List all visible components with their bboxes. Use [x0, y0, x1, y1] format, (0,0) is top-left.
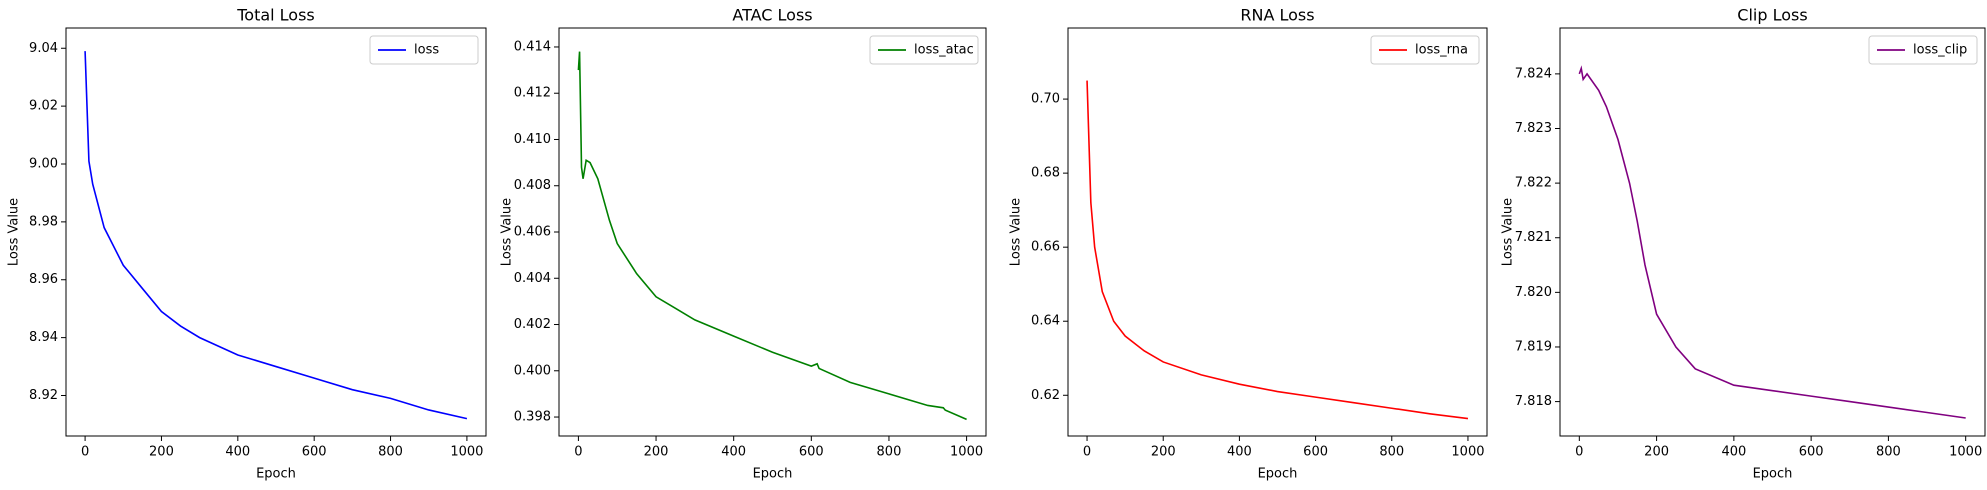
axes-frame — [558, 27, 987, 437]
data-line — [577, 51, 967, 421]
x-tick-label: 1000 — [950, 445, 983, 460]
y-tick-label: 0.400 — [514, 363, 551, 378]
x-axis-label: Epoch — [256, 467, 296, 482]
x-tick-label: 0 — [1575, 445, 1583, 460]
y-tick-label: 8.98 — [29, 214, 58, 229]
y-tick-label: 0.408 — [514, 178, 551, 193]
x-tick-label: 600 — [1303, 445, 1328, 460]
x-tick-label: 0 — [574, 445, 582, 460]
axes-frame — [1067, 27, 1488, 437]
legend-label: loss — [414, 43, 439, 58]
x-tick-label: 400 — [225, 445, 250, 460]
x-tick-label: 800 — [1379, 445, 1404, 460]
y-tick-label: 0.402 — [514, 317, 551, 332]
y-tick-label: 0.410 — [514, 132, 551, 147]
x-tick-label: 1000 — [450, 445, 483, 460]
y-tick-label: 8.92 — [29, 388, 58, 403]
y-axis-label: Loss Value — [1009, 198, 1024, 266]
x-tick-label: 400 — [1227, 445, 1252, 460]
axes-frame — [65, 27, 487, 437]
legend-label: loss_clip — [1913, 43, 1967, 58]
x-tick-label: 200 — [149, 445, 174, 460]
x-axis-label: Epoch — [1753, 467, 1793, 482]
x-tick-label: 1000 — [1451, 445, 1484, 460]
chart-title: Clip Loss — [1737, 6, 1807, 25]
chart-title: Total Loss — [236, 6, 315, 25]
y-axis-label: Loss Value — [7, 198, 22, 266]
y-tick-label: 0.406 — [514, 225, 551, 240]
y-tick-label: 0.412 — [514, 86, 551, 101]
y-tick-label: 0.404 — [514, 271, 551, 286]
x-tick-label: 600 — [302, 445, 327, 460]
legend-box — [369, 35, 479, 65]
y-tick-label: 0.414 — [514, 39, 551, 54]
y-axis-label: Loss Value — [500, 198, 515, 266]
y-tick-label: 7.820 — [1515, 285, 1552, 300]
x-axis-label: Epoch — [753, 467, 793, 482]
x-tick-label: 200 — [1151, 445, 1176, 460]
x-tick-label: 400 — [721, 445, 746, 460]
y-tick-label: 7.824 — [1515, 66, 1552, 81]
y-tick-label: 0.64 — [1031, 314, 1060, 329]
y-tick-label: 7.821 — [1515, 230, 1552, 245]
x-tick-label: 0 — [1083, 445, 1091, 460]
y-tick-label: 8.96 — [29, 272, 58, 287]
legend-box — [1370, 35, 1480, 65]
x-tick-label: 200 — [644, 445, 669, 460]
x-tick-label: 800 — [1876, 445, 1901, 460]
legend-label: loss_atac — [914, 43, 974, 58]
y-tick-label: 7.819 — [1515, 339, 1552, 354]
x-axis-label: Epoch — [1258, 467, 1298, 482]
y-tick-label: 7.822 — [1515, 176, 1552, 191]
legend-label: loss_rna — [1415, 43, 1468, 58]
x-tick-label: 800 — [378, 445, 403, 460]
x-tick-label: 400 — [1721, 445, 1746, 460]
chart-title: ATAC Loss — [732, 6, 812, 25]
y-axis-label: Loss Value — [1501, 198, 1516, 266]
y-tick-label: 0.66 — [1031, 240, 1060, 255]
data-line — [1578, 65, 1966, 419]
data-line — [84, 51, 468, 420]
y-tick-label: 9.00 — [29, 157, 58, 172]
chart-title: RNA Loss — [1240, 6, 1314, 25]
data-line — [1086, 80, 1469, 420]
y-tick-label: 9.02 — [29, 99, 58, 114]
axes-frame — [1559, 27, 1986, 437]
legend-box — [869, 35, 979, 65]
x-tick-label: 0 — [81, 445, 89, 460]
y-tick-label: 0.62 — [1031, 388, 1060, 403]
y-tick-label: 7.818 — [1515, 394, 1552, 409]
y-tick-label: 8.94 — [29, 330, 58, 345]
legend-box — [1868, 35, 1978, 65]
x-tick-label: 600 — [1799, 445, 1824, 460]
x-tick-label: 800 — [877, 445, 902, 460]
y-tick-label: 9.04 — [29, 41, 58, 56]
y-tick-label: 0.68 — [1031, 166, 1060, 181]
x-tick-label: 200 — [1644, 445, 1669, 460]
x-tick-label: 1000 — [1949, 445, 1982, 460]
x-tick-label: 600 — [799, 445, 824, 460]
y-tick-label: 0.398 — [514, 410, 551, 425]
y-tick-label: 0.70 — [1031, 92, 1060, 107]
y-tick-label: 7.823 — [1515, 121, 1552, 136]
